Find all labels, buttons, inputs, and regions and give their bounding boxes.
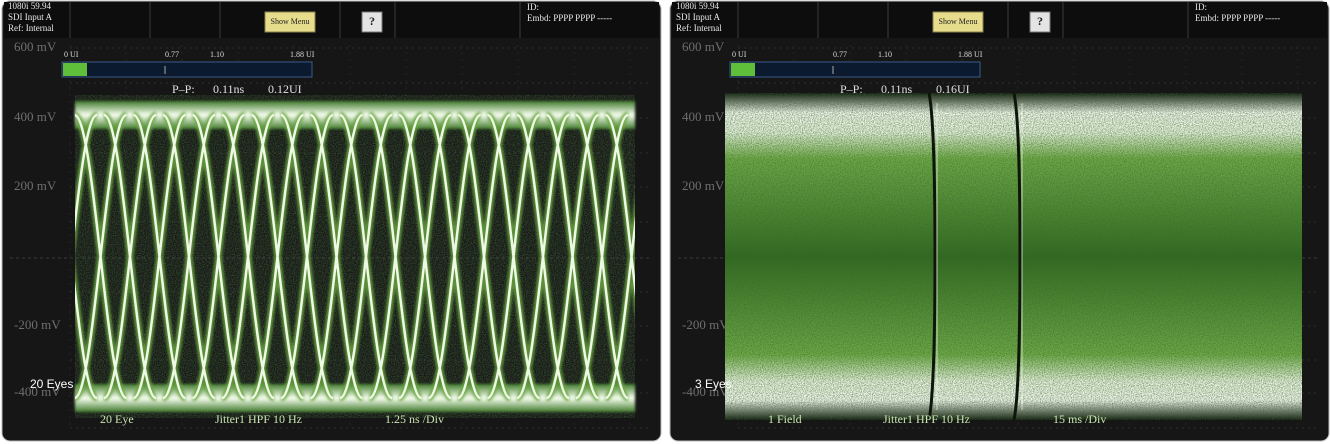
pp-ns: 0.11ns (213, 82, 245, 96)
pp-ns: 0.11ns (881, 82, 913, 96)
pp-ui: 0.12UI (268, 82, 302, 96)
footer-label: Jitter1 HPF 10 Hz (883, 412, 970, 426)
jitter-fill (731, 63, 755, 76)
pp-label: P–P: (172, 82, 195, 96)
jitter-bar (730, 62, 980, 77)
help-button-label[interactable]: ? (369, 14, 375, 28)
format-label: 1080i 59.94 (676, 1, 720, 11)
jitter-scale-label: 0.77 (165, 50, 179, 59)
input-label: SDI Input A (676, 12, 721, 22)
y-axis-label: -200 mV (14, 317, 61, 332)
input-label: SDI Input A (8, 12, 53, 22)
jitter-scale-label: 1.88 UI (958, 50, 983, 59)
embd-label: Embd: PPPP PPPP ----- (527, 13, 612, 23)
screen: 1080i 59.94SDI Input ARef: InternalShow … (0, 0, 1330, 444)
format-label: 1080i 59.94 (8, 1, 52, 11)
id-label: ID: (527, 2, 539, 12)
waveform (725, 93, 1302, 420)
ref-label: Ref: Internal (8, 23, 54, 33)
jitter-scale-label: 0.77 (833, 50, 847, 59)
y-axis-label: -200 mV (682, 317, 729, 332)
jitter-bar (62, 62, 312, 77)
y-axis-label: 400 mV (682, 109, 725, 124)
footer-label: Jitter1 HPF 10 Hz (215, 412, 302, 426)
jitter-scale-label: 1.10 (210, 50, 224, 59)
jitter-scale-label: 1.10 (878, 50, 892, 59)
jitter-scale-label: 1.88 UI (290, 50, 315, 59)
embd-label: Embd: PPPP PPPP ----- (1195, 13, 1280, 23)
footer-label: 1 Field (768, 412, 802, 426)
pp-label: P–P: (840, 82, 863, 96)
pp-ui: 0.16UI (936, 82, 970, 96)
footer-label: 1.25 ns /Div (385, 412, 444, 426)
ref-label: Ref: Internal (676, 23, 722, 33)
page: {"panels": [ {"header": {"format": "1080… (0, 0, 1330, 444)
footer-label: 20 Eye (100, 412, 134, 426)
menu-button-label[interactable]: Show Menu (271, 17, 310, 26)
waveform (45, 95, 658, 418)
id-label: ID: (1195, 2, 1207, 12)
eye-count-overlay: 3 Eyes (695, 377, 732, 391)
y-axis-label: 600 mV (14, 39, 57, 54)
jitter-fill (63, 63, 87, 76)
y-axis-label: 200 mV (14, 178, 57, 193)
field-grain (725, 93, 1302, 420)
eye-count-overlay: 20 Eyes (30, 377, 73, 391)
jitter-scale-label: 0 UI (732, 50, 747, 59)
jitter-scale-label: 0 UI (64, 50, 79, 59)
footer-label: 15 ms /Div (1053, 412, 1106, 426)
menu-button-label[interactable]: Show Menu (939, 17, 978, 26)
y-axis-label: 400 mV (14, 109, 57, 124)
y-axis-label: 200 mV (682, 178, 725, 193)
help-button-label[interactable]: ? (1037, 14, 1043, 28)
y-axis-label: 600 mV (682, 39, 725, 54)
